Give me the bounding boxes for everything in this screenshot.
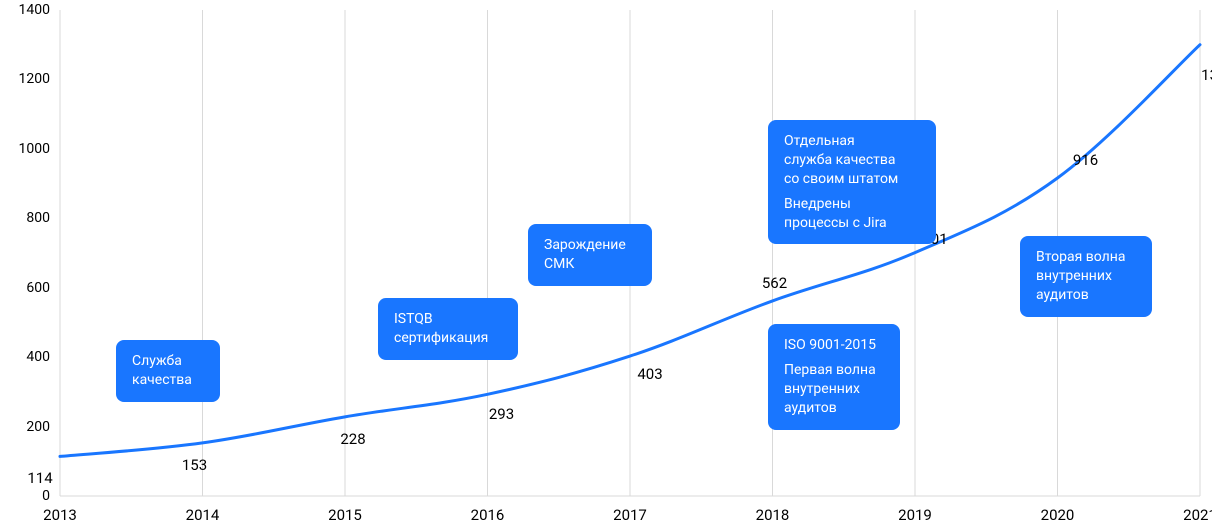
milestone-line: сертификация — [394, 329, 502, 348]
milestone-line: Первая волна — [784, 361, 884, 380]
data-label: 562 — [762, 274, 787, 292]
milestone-box: ISO 9001-2015 Первая волнавнутреннихаудит… — [768, 324, 900, 430]
data-label: 114 — [27, 469, 52, 487]
y-tick-label: 1400 — [0, 2, 50, 18]
milestone-line: Вторая волна — [1036, 248, 1136, 267]
y-tick-label: 1200 — [0, 71, 50, 87]
milestone-line: процессы с Jira — [784, 214, 920, 233]
data-label: 153 — [182, 456, 207, 474]
milestone-line: внутренних — [784, 380, 884, 399]
milestone-line: Отдельная — [784, 132, 920, 151]
x-tick-label: 2018 — [756, 506, 790, 524]
milestone-line: Зарождение — [544, 236, 636, 255]
milestone-box: ЗарождениеСМК — [528, 224, 652, 286]
y-tick-label: 800 — [0, 210, 50, 226]
y-tick-label: 0 — [0, 488, 50, 504]
milestone-box: Службакачества — [116, 340, 220, 402]
x-tick-label: 2013 — [43, 506, 77, 524]
milestone-line: Внедрены — [784, 195, 920, 214]
x-tick-label: 2021 — [1183, 506, 1212, 524]
milestone-box: ISTQBсертификация — [378, 298, 518, 360]
milestone-line: внутренних — [1036, 267, 1136, 286]
milestone-line: СМК — [544, 255, 636, 274]
data-label: 916 — [1073, 151, 1098, 169]
x-tick-label: 2019 — [898, 506, 932, 524]
data-label: 228 — [340, 430, 365, 448]
milestone-line: аудитов — [784, 399, 884, 418]
milestone-line: аудитов — [1036, 286, 1136, 305]
data-label: 293 — [489, 405, 514, 423]
milestone-line: со своим штатом — [784, 170, 920, 189]
y-tick-label: 200 — [0, 419, 50, 435]
data-label: 403 — [637, 365, 662, 383]
data-label: 1300 — [1201, 66, 1212, 84]
x-tick-label: 2016 — [471, 506, 505, 524]
milestone-line: Служба — [132, 352, 204, 371]
milestone-box: Отдельнаяслужба качествасо своим штатом В… — [768, 120, 936, 244]
milestone-line: служба качества — [784, 151, 920, 170]
y-tick-label: 400 — [0, 349, 50, 365]
x-tick-label: 2014 — [186, 506, 220, 524]
x-tick-label: 2015 — [328, 506, 362, 524]
milestone-line: ISTQB — [394, 310, 502, 329]
milestone-line: качества — [132, 371, 204, 390]
milestone-line: ISO 9001-2015 — [784, 336, 884, 355]
line-chart: 0 200 400 600 800 1000 1200 1400 2013 2014 2015 201… — [0, 0, 1212, 532]
x-tick-label: 2020 — [1041, 506, 1075, 524]
x-tick-label: 2017 — [613, 506, 647, 524]
y-tick-label: 1000 — [0, 141, 50, 157]
milestone-box: Вторая волнавнутреннихаудитов — [1020, 236, 1152, 317]
y-tick-label: 600 — [0, 280, 50, 296]
